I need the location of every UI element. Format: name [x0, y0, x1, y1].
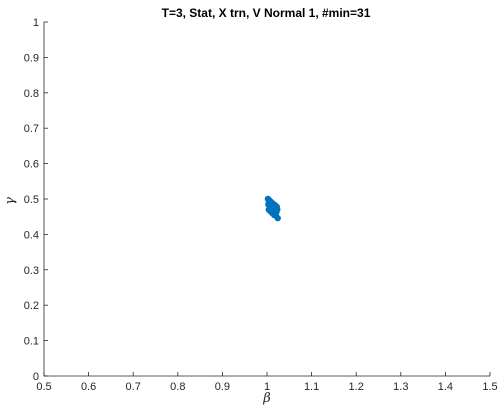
x-tick-label: 0.8 [170, 381, 185, 393]
y-axis-label: γ [3, 197, 18, 205]
x-tick-label: 1 [264, 381, 270, 393]
chart-title: T=3, Stat, X trn, V Normal 1, #min=31 [162, 6, 371, 20]
x-axis: 0.5 0.6 0.7 0.8 0.9 1 1.1 1.2 1.3 1.4 1.5 [36, 372, 498, 393]
y-tick-label: 0.5 [24, 194, 39, 206]
x-tick-label: 0.9 [215, 381, 230, 393]
y-tick-label: 0.7 [24, 123, 39, 135]
y-axis: 0 0.1 0.2 0.3 0.4 0.5 0.6 0.7 0.8 0.9 1 [24, 17, 48, 383]
y-tick-label: 0.9 [24, 52, 39, 64]
y-tick-label: 0.8 [24, 88, 39, 100]
y-tick-label: 0.3 [24, 265, 39, 277]
x-tick-label: 0.5 [36, 381, 51, 393]
data-point [274, 214, 281, 222]
x-tick-label: 1.4 [438, 381, 453, 393]
x-tick-label: 1.2 [349, 381, 364, 393]
x-axis-label: β [262, 391, 271, 406]
y-tick-label: 0.4 [24, 229, 39, 241]
data-points [264, 195, 281, 222]
x-tick-label: 0.6 [81, 381, 96, 393]
x-tick-label: 1.1 [304, 381, 319, 393]
y-tick-label: 0.6 [24, 159, 39, 171]
y-tick-label: 1 [33, 17, 39, 29]
y-tick-label: 0 [33, 371, 39, 383]
x-tick-label: 1.5 [482, 381, 497, 393]
x-tick-label: 1.3 [393, 381, 408, 393]
y-tick-label: 0.1 [24, 336, 39, 348]
y-tick-label: 0.2 [24, 300, 39, 312]
x-tick-label: 0.7 [126, 381, 141, 393]
plot-area: 0.5 0.6 0.7 0.8 0.9 1 1.1 1.2 1.3 1.4 1.5 00.10.20… [24, 17, 498, 393]
